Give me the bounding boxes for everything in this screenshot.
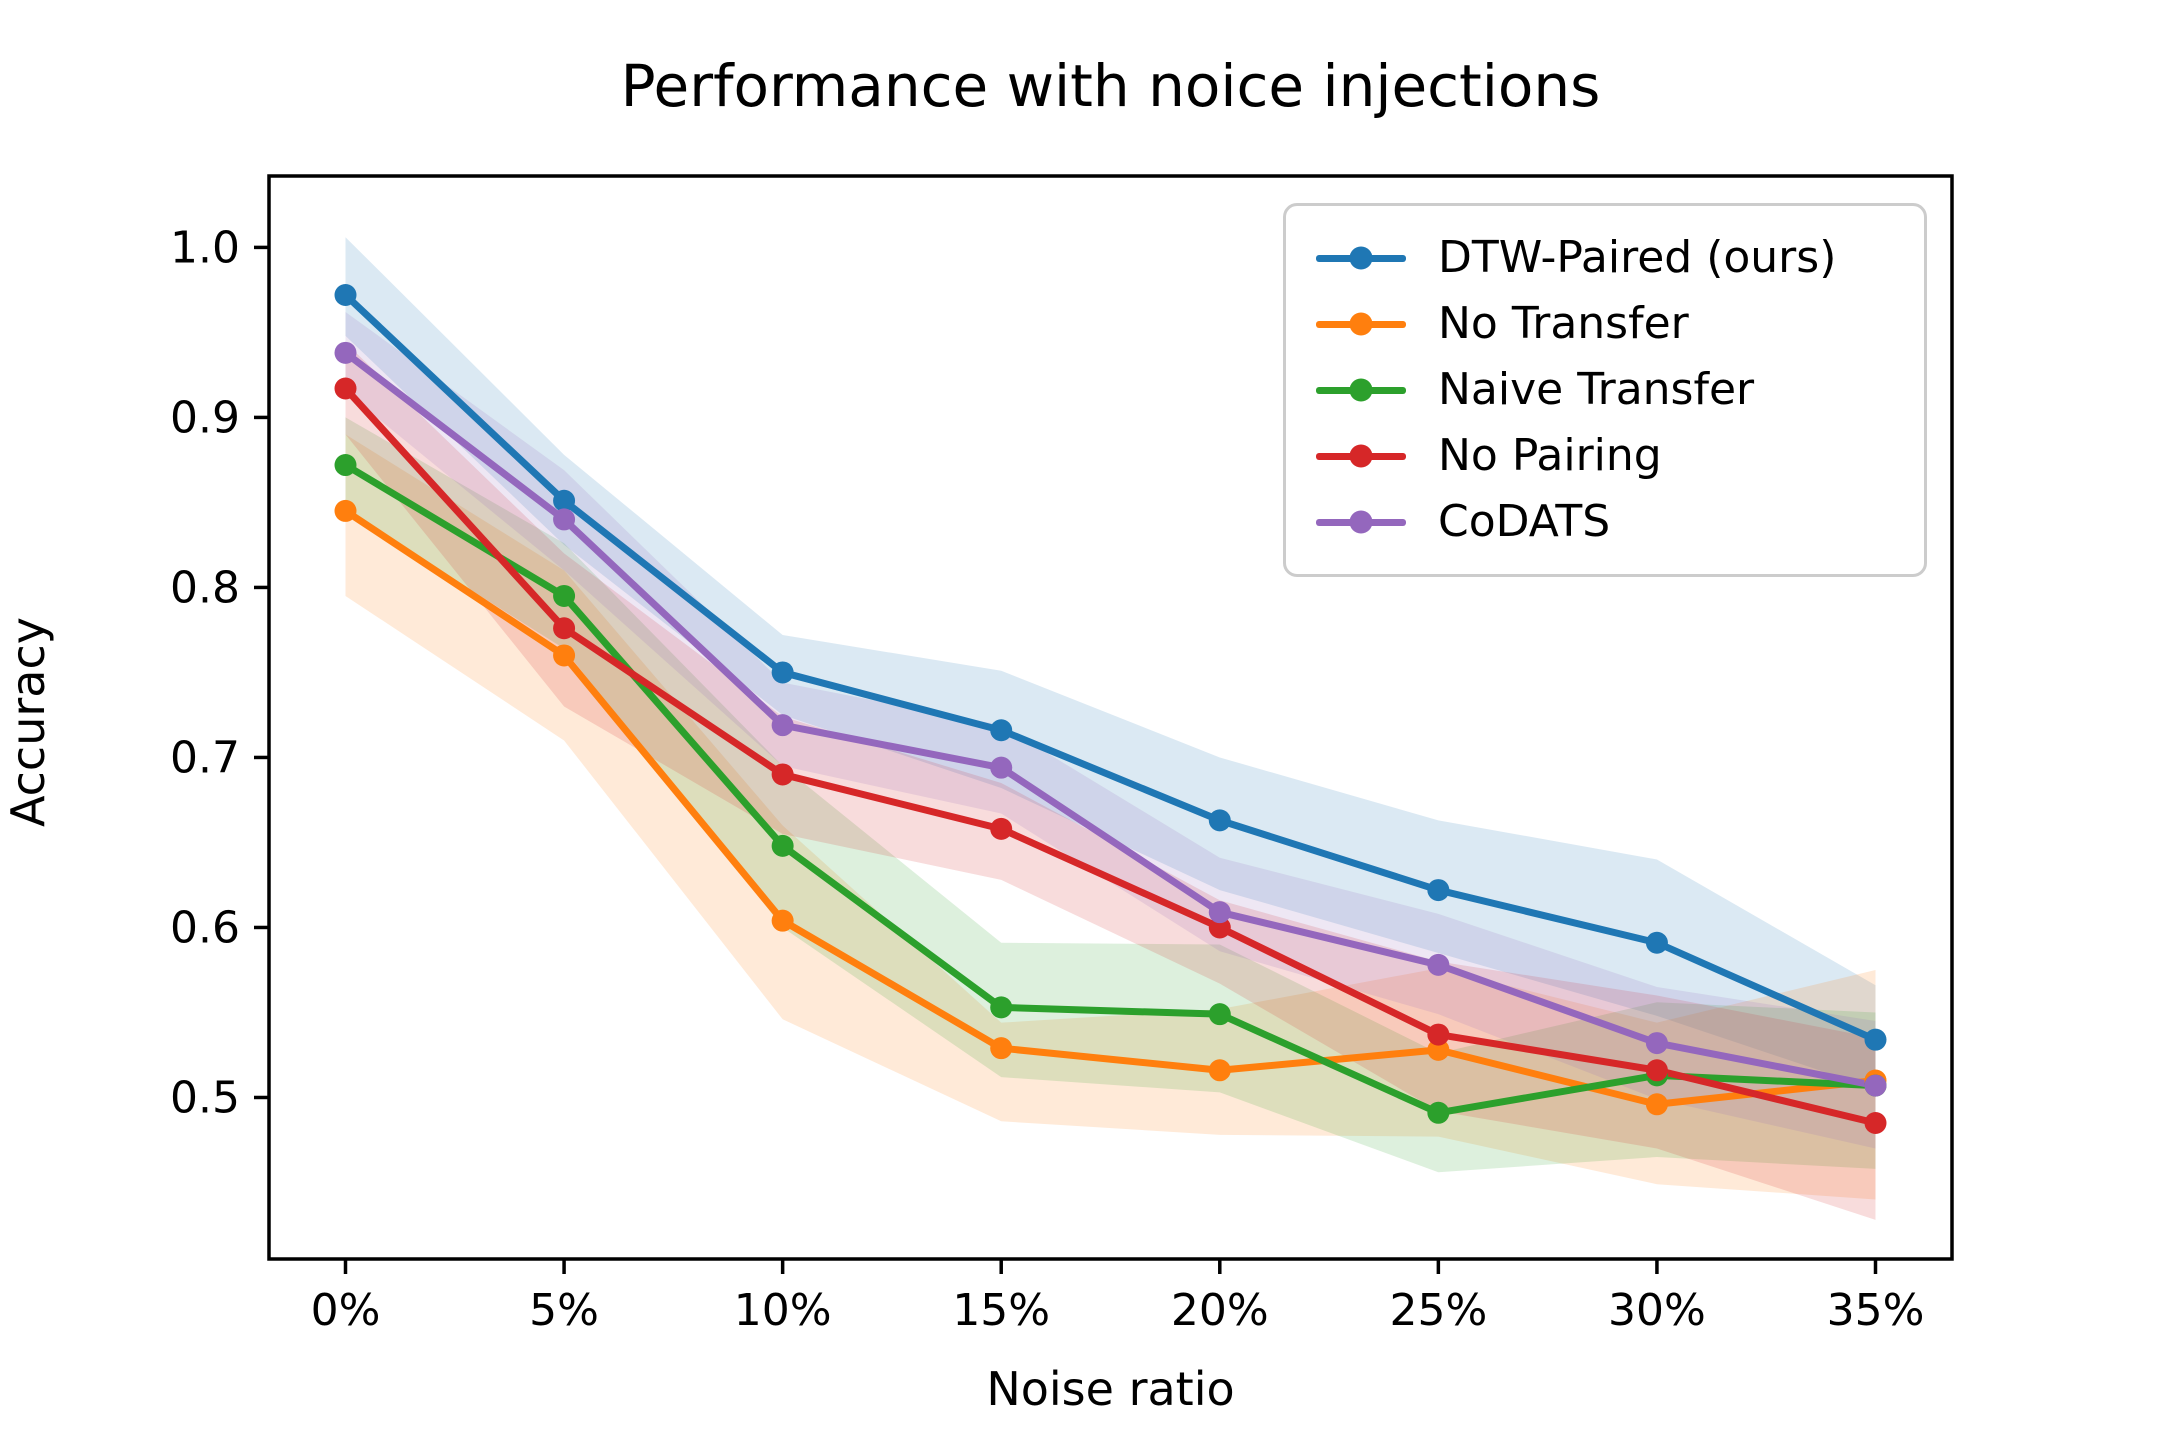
legend: DTW-Paired (ours) No Transfer Naive Tran… xyxy=(1283,203,1927,577)
x-tick-label: 30% xyxy=(1608,1285,1706,1336)
x-tick-label: 15% xyxy=(952,1285,1050,1336)
data-point xyxy=(1645,1032,1668,1055)
data-point xyxy=(334,499,357,522)
y-tick-label: 0.5 xyxy=(170,1072,240,1123)
series-line xyxy=(342,385,1879,1127)
y-tick-label: 0.7 xyxy=(170,732,240,783)
data-point xyxy=(334,454,357,477)
legend-line-sample xyxy=(1316,378,1406,402)
data-point xyxy=(771,661,794,684)
y-axis-label: Accuracy xyxy=(1,617,55,828)
legend-label: DTW-Paired (ours) xyxy=(1438,231,1837,283)
data-point xyxy=(771,909,794,932)
x-tick-label: 25% xyxy=(1389,1285,1487,1336)
data-point xyxy=(990,996,1013,1019)
data-point xyxy=(990,817,1013,840)
series-line xyxy=(342,291,1879,1044)
plot-border xyxy=(267,174,1954,1261)
data-point xyxy=(990,1037,1013,1060)
x-tick-label: 10% xyxy=(734,1285,832,1336)
y-tick-label: 0.6 xyxy=(170,902,240,953)
data-point xyxy=(1208,916,1231,939)
data-point xyxy=(771,834,794,857)
legend-item-codats: CoDATS xyxy=(1316,496,1894,548)
data-point xyxy=(553,508,576,531)
y-tick-label: 0.9 xyxy=(170,392,240,443)
y-tick-label: 0.8 xyxy=(170,562,240,613)
data-point xyxy=(1208,1003,1231,1026)
data-point xyxy=(1427,1101,1450,1124)
data-point xyxy=(1427,1038,1450,1061)
data-point xyxy=(990,719,1013,742)
series-lines xyxy=(342,291,1879,1127)
legend-marker-dot xyxy=(1349,378,1373,402)
data-point xyxy=(1427,879,1450,902)
data-point xyxy=(1427,953,1450,976)
data-point xyxy=(771,714,794,737)
confidence-band xyxy=(345,342,1876,1220)
legend-item-dtw-paired: DTW-Paired (ours) xyxy=(1316,232,1894,284)
confidence-band xyxy=(345,434,1876,1200)
series-markers xyxy=(334,284,1887,1134)
legend-label: CoDATS xyxy=(1438,495,1611,547)
axis-tick-labels: 1.0 0.9 0.8 0.7 0.6 0.5 0% 5% 10% 15% 20% 25% 30% 35% xyxy=(170,222,1924,1336)
data-point xyxy=(553,644,576,667)
x-tick-label: 20% xyxy=(1171,1285,1269,1336)
axis-ticks xyxy=(254,245,1878,1274)
series-line xyxy=(342,461,1879,1117)
data-point xyxy=(1645,931,1668,954)
data-point xyxy=(1427,1023,1450,1046)
legend-marker-dot xyxy=(1349,444,1373,468)
data-point xyxy=(334,341,357,364)
data-point xyxy=(1208,901,1231,924)
x-tick-label: 5% xyxy=(529,1285,599,1336)
legend-item-naive-transfer: Naive Transfer xyxy=(1316,364,1894,416)
legend-marker-dot xyxy=(1349,246,1373,270)
legend-item-no-pairing: No Pairing xyxy=(1316,430,1894,482)
series-line xyxy=(342,507,1879,1108)
confidence-band xyxy=(345,237,1876,1089)
data-point xyxy=(1864,1074,1887,1097)
data-point xyxy=(1208,809,1231,832)
data-point xyxy=(1208,1059,1231,1082)
legend-label: Naive Transfer xyxy=(1438,363,1755,415)
data-point xyxy=(990,756,1013,779)
data-point xyxy=(334,284,357,307)
legend-line-sample xyxy=(1316,312,1406,336)
data-point xyxy=(771,763,794,786)
data-point xyxy=(1645,1059,1668,1082)
data-point xyxy=(1864,1028,1887,1051)
x-tick-label: 0% xyxy=(311,1285,381,1336)
legend-label: No Pairing xyxy=(1438,429,1662,481)
chart-title: Performance with noice injections xyxy=(620,52,1601,120)
x-tick-label: 35% xyxy=(1827,1285,1925,1336)
legend-line-sample xyxy=(1316,444,1406,468)
legend-marker-dot xyxy=(1349,510,1373,534)
confidence-band xyxy=(345,312,1876,1149)
legend-item-no-transfer: No Transfer xyxy=(1316,298,1894,350)
legend-marker-dot xyxy=(1349,312,1373,336)
data-point xyxy=(1645,1093,1668,1116)
data-point xyxy=(334,377,357,400)
legend-label: No Transfer xyxy=(1438,297,1689,349)
y-tick-label: 1.0 xyxy=(170,222,240,273)
data-point xyxy=(553,584,576,607)
data-point xyxy=(553,617,576,640)
data-point xyxy=(1864,1111,1887,1134)
legend-line-sample xyxy=(1316,510,1406,534)
legend-line-sample xyxy=(1316,246,1406,270)
x-axis-label: Noise ratio xyxy=(986,1362,1235,1416)
series-line xyxy=(342,349,1879,1090)
data-point xyxy=(553,489,576,512)
